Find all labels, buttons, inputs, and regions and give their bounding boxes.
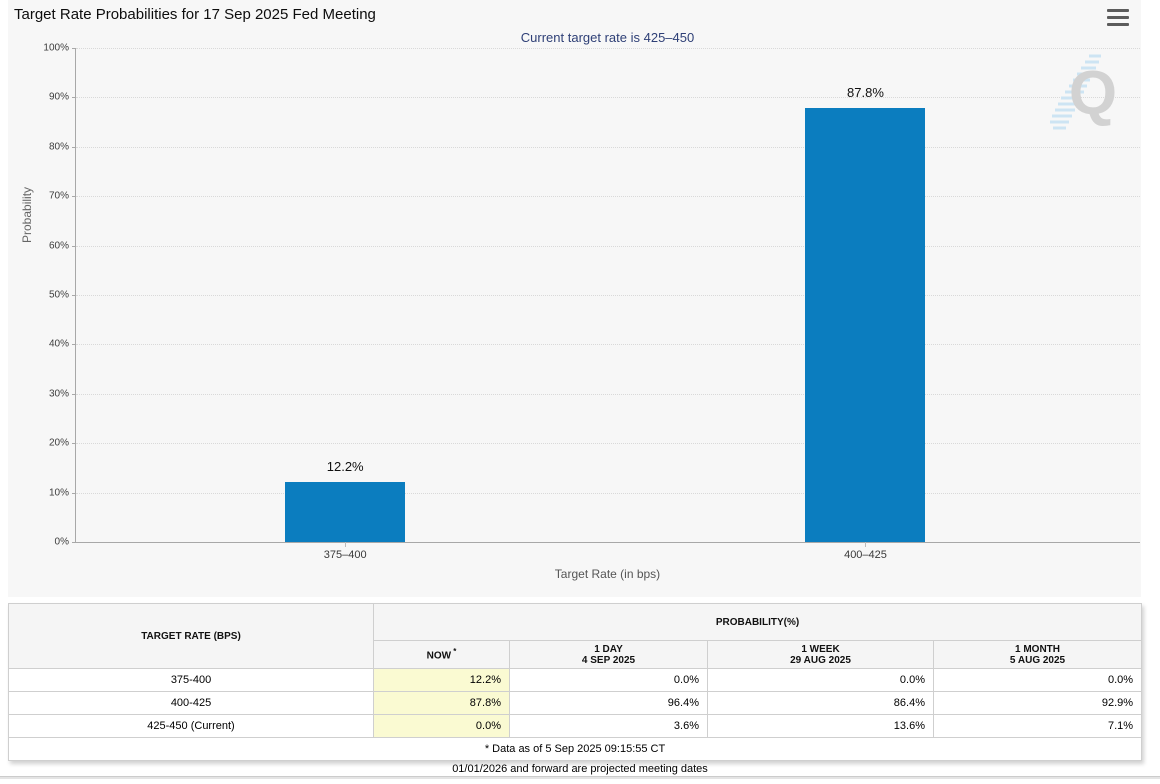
y-axis-tick — [72, 443, 76, 445]
y-axis-tick-label: 0% — [54, 536, 69, 548]
now-probability-cell: 0.0% — [373, 714, 510, 738]
y-axis-tick-label: 90% — [48, 91, 69, 103]
y-axis-tick-label: 10% — [48, 487, 69, 499]
gridline — [76, 295, 1140, 296]
hamburger-bar — [1107, 9, 1129, 13]
probability-cell: 7.1% — [932, 714, 1143, 738]
y-axis-tick — [72, 48, 76, 49]
chart-subtitle: Current target rate is 425–450 — [520, 30, 695, 45]
y-axis-tick-label: 100% — [43, 42, 69, 54]
y-axis-tick-label: 30% — [48, 388, 69, 400]
col-header-target-rate: TARGET RATE (BPS) — [8, 603, 374, 669]
now-probability-cell: 12.2% — [373, 668, 510, 692]
y-axis-tick — [72, 245, 76, 247]
hamburger-bar — [1107, 15, 1129, 20]
gridline — [76, 245, 1140, 247]
y-axis-tick — [72, 146, 76, 148]
y-axis-tick-label: 80% — [48, 141, 69, 153]
probability-cell: 0.0% — [509, 668, 708, 692]
gridline — [76, 443, 1140, 445]
quikstrike-q-watermark-logo: Q — [1050, 54, 1117, 130]
y-axis-tick — [72, 295, 76, 296]
gridline — [76, 393, 1140, 395]
data-as-of-footnote: * Data as of 5 Sep 2025 09:15:55 CT — [7, 737, 1143, 761]
gridline — [76, 146, 1140, 148]
y-axis-tick — [72, 97, 76, 99]
gridline — [76, 344, 1140, 346]
probability-cell: 13.6% — [707, 714, 934, 738]
col-header-1-week: 1 WEEK 29 AUG 2025 — [707, 640, 934, 669]
gridline — [76, 196, 1140, 198]
hamburger-menu-icon[interactable] — [1107, 9, 1129, 26]
x-axis-category-label: 375–400 — [323, 549, 367, 561]
now-probability-cell: 87.8% — [373, 691, 510, 715]
probability-cell: 96.4% — [509, 691, 708, 715]
col-header-1-day: 1 DAY 4 SEP 2025 — [509, 640, 708, 669]
y-axis-tick — [72, 196, 76, 198]
y-axis-tick — [72, 344, 76, 346]
bar-value-label: 12.2% — [326, 458, 364, 474]
y-axis-tick — [72, 542, 76, 543]
rate-cell: 400-425 — [8, 691, 374, 715]
bottom-divider — [0, 776, 1160, 779]
y-axis-title: Probability — [20, 186, 34, 243]
table-row: 425-450 (Current) 0.0% 3.6% 13.6% 7.1% — [8, 714, 1143, 738]
gridline — [76, 97, 1140, 99]
rate-cell: 375-400 — [8, 668, 374, 692]
gridline — [76, 48, 1140, 49]
table-row: 375-400 12.2% 0.0% 0.0% 0.0% — [8, 668, 1143, 692]
probability-bar — [805, 108, 926, 542]
probability-cell: 3.6% — [509, 714, 708, 738]
plot-area: 0% 10% 20% 30% 40% 50% 60% 70% 80% 90% 100% 12.2% 37… — [43, 43, 1140, 561]
y-axis-tick-label: 40% — [48, 338, 69, 350]
probability-table: TARGET RATE (BPS) PROBABILITY(%) NOW * 1 … — [7, 603, 1143, 761]
y-axis-tick — [72, 492, 76, 494]
q-letter: Q — [1069, 59, 1117, 128]
probability-cell: 86.4% — [707, 691, 934, 715]
probability-bar — [285, 481, 406, 542]
table-row: 400-425 87.8% 96.4% 86.4% 92.9% — [8, 691, 1143, 715]
col-header-probability: PROBABILITY(%) — [372, 603, 1143, 641]
gridline — [76, 492, 1140, 494]
col-header-1-month: 1 MONTH 5 AUG 2025 — [932, 640, 1143, 669]
bar-value-label: 87.8% — [847, 85, 884, 101]
x-axis-tick — [345, 542, 347, 547]
chart-panel: Target Rate Probabilities for 17 Sep 202… — [8, 0, 1141, 597]
y-axis-tick-label: 50% — [48, 289, 69, 301]
projected-dates-note: 01/01/2026 and forward are projected mee… — [452, 763, 708, 775]
probability-cell: 0.0% — [707, 668, 934, 692]
x-axis-title: Target Rate (in bps) — [554, 567, 661, 581]
x-axis-tick — [865, 542, 867, 547]
col-header-now: NOW * — [373, 640, 510, 669]
rate-cell: 425-450 (Current) — [8, 714, 374, 738]
page-title: Target Rate Probabilities for 17 Sep 202… — [14, 6, 376, 23]
hamburger-bar — [1107, 22, 1129, 26]
probability-cell: 0.0% — [932, 668, 1143, 692]
y-axis-tick — [72, 393, 76, 395]
y-axis-tick-label: 70% — [48, 190, 69, 202]
y-axis-tick-label: 20% — [48, 437, 69, 449]
probability-cell: 92.9% — [932, 691, 1143, 715]
x-axis-category-label: 400–425 — [844, 549, 887, 561]
y-axis-tick-label: 60% — [48, 240, 69, 252]
